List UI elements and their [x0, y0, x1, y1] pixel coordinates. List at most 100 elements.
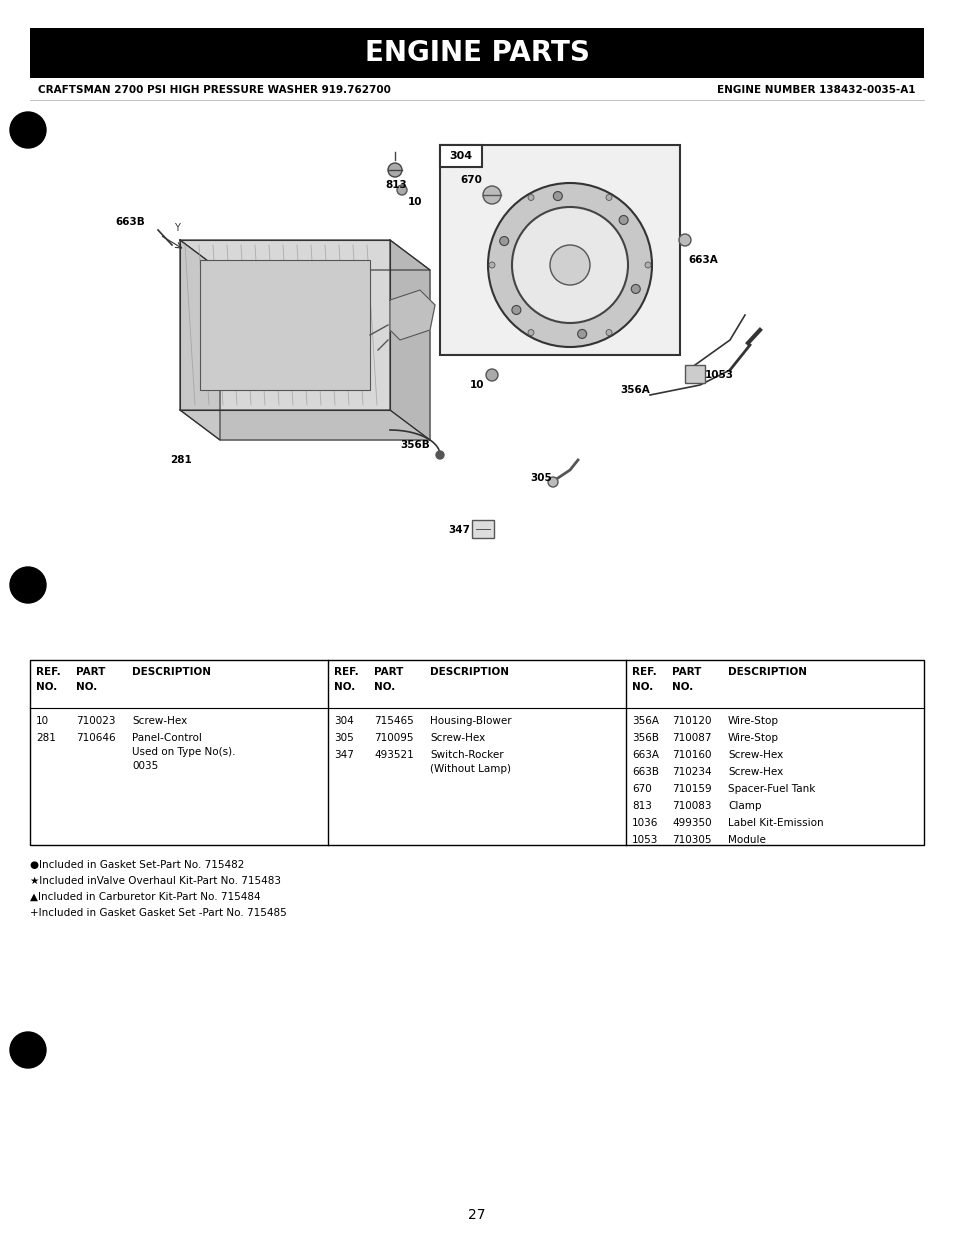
Circle shape [605, 194, 612, 201]
Circle shape [679, 234, 690, 246]
Text: 356B: 356B [399, 439, 429, 449]
Text: +Included in Gasket Gasket Set -Part No. 715485: +Included in Gasket Gasket Set -Part No.… [30, 907, 287, 919]
Bar [472, 520, 494, 539]
Text: 305: 305 [530, 473, 551, 483]
Circle shape [499, 236, 508, 245]
Text: ENGINE PARTS: ENGINE PARTS [364, 40, 589, 67]
Text: NO.: NO. [631, 682, 653, 692]
Text: ●Included in Gasket Set-Part No. 715482: ●Included in Gasket Set-Part No. 715482 [30, 860, 244, 870]
Text: 304: 304 [334, 716, 354, 725]
Polygon shape [180, 240, 430, 270]
Text: DESCRIPTION: DESCRIPTION [430, 667, 509, 677]
Text: 0035: 0035 [132, 761, 158, 771]
Text: REF.: REF. [36, 667, 61, 677]
Text: 356A: 356A [631, 716, 659, 725]
Text: 27: 27 [468, 1208, 485, 1222]
Text: 663B: 663B [631, 768, 659, 777]
Text: PART: PART [76, 667, 105, 677]
Circle shape [553, 192, 561, 201]
Bar [30, 660, 923, 846]
Text: 710234: 710234 [671, 768, 711, 777]
Text: Screw-Hex: Screw-Hex [430, 733, 485, 743]
Text: 305: 305 [334, 733, 354, 743]
Text: 813: 813 [385, 180, 406, 189]
Polygon shape [390, 240, 430, 439]
Bar [684, 365, 704, 383]
Text: 10: 10 [408, 197, 422, 207]
Text: 281: 281 [36, 733, 56, 743]
Text: 710095: 710095 [374, 733, 413, 743]
Circle shape [482, 186, 500, 204]
Text: 347: 347 [334, 750, 354, 760]
Text: Screw-Hex: Screw-Hex [132, 716, 187, 725]
Circle shape [10, 1032, 46, 1068]
Text: 1036: 1036 [631, 818, 658, 828]
Text: 281: 281 [170, 456, 192, 465]
Bar [439, 145, 481, 167]
Text: 1053: 1053 [631, 834, 658, 846]
Text: 710159: 710159 [671, 784, 711, 794]
Circle shape [436, 451, 443, 459]
Circle shape [550, 245, 589, 285]
Circle shape [605, 329, 612, 335]
Text: 10: 10 [36, 716, 49, 725]
Circle shape [527, 329, 534, 335]
Text: CRAFTSMAN 2700 PSI HIGH PRESSURE WASHER 919.762700: CRAFTSMAN 2700 PSI HIGH PRESSURE WASHER … [38, 85, 391, 95]
Text: ▲Included in Carburetor Kit-Part No. 715484: ▲Included in Carburetor Kit-Part No. 715… [30, 893, 260, 903]
Polygon shape [180, 240, 220, 439]
Text: Y: Y [173, 223, 180, 233]
Text: 710305: 710305 [671, 834, 711, 846]
Text: 710023: 710023 [76, 716, 115, 725]
Text: Spacer-Fuel Tank: Spacer-Fuel Tank [727, 784, 815, 794]
Text: 10: 10 [470, 380, 484, 390]
Text: NO.: NO. [671, 682, 693, 692]
Text: 670: 670 [631, 784, 651, 794]
Text: Housing-Blower: Housing-Blower [430, 716, 511, 725]
Text: 493521: 493521 [374, 750, 414, 760]
Text: PART: PART [671, 667, 700, 677]
Circle shape [512, 207, 627, 323]
Text: NO.: NO. [334, 682, 355, 692]
Polygon shape [180, 410, 430, 439]
Text: 356B: 356B [631, 733, 659, 743]
Circle shape [547, 477, 558, 487]
Text: 715465: 715465 [374, 716, 414, 725]
Circle shape [618, 215, 627, 224]
Text: NO.: NO. [76, 682, 97, 692]
Circle shape [578, 329, 586, 338]
Polygon shape [180, 240, 390, 410]
Circle shape [10, 111, 46, 149]
Text: PART: PART [374, 667, 403, 677]
Circle shape [527, 194, 534, 201]
Circle shape [488, 183, 651, 347]
Text: 710087: 710087 [671, 733, 711, 743]
Text: 710120: 710120 [671, 716, 711, 725]
Text: REF.: REF. [631, 667, 656, 677]
Text: 710646: 710646 [76, 733, 115, 743]
Text: Switch-Rocker: Switch-Rocker [430, 750, 503, 760]
Text: NO.: NO. [36, 682, 57, 692]
Text: Label Kit-Emission: Label Kit-Emission [727, 818, 822, 828]
Text: NO.: NO. [374, 682, 395, 692]
Text: 304: 304 [449, 151, 472, 161]
Circle shape [512, 306, 520, 314]
Circle shape [396, 184, 407, 196]
Circle shape [631, 285, 639, 293]
Text: Used on Type No(s).: Used on Type No(s). [132, 747, 235, 756]
Text: DESCRIPTION: DESCRIPTION [132, 667, 211, 677]
Bar [200, 260, 370, 390]
Circle shape [10, 567, 46, 603]
Text: Screw-Hex: Screw-Hex [727, 768, 782, 777]
Text: ★Included inValve Overhaul Kit-Part No. 715483: ★Included inValve Overhaul Kit-Part No. … [30, 877, 281, 886]
Text: Wire-Stop: Wire-Stop [727, 716, 779, 725]
Text: 356A: 356A [619, 385, 649, 395]
Text: 347: 347 [448, 525, 470, 535]
Text: ’: ’ [38, 38, 42, 48]
Polygon shape [390, 290, 435, 340]
Text: ENGINE NUMBER 138432-0035-A1: ENGINE NUMBER 138432-0035-A1 [717, 85, 915, 95]
Text: Module: Module [727, 834, 765, 846]
Circle shape [489, 262, 495, 267]
Circle shape [388, 163, 401, 177]
Text: 813: 813 [631, 801, 651, 811]
Circle shape [644, 262, 650, 267]
